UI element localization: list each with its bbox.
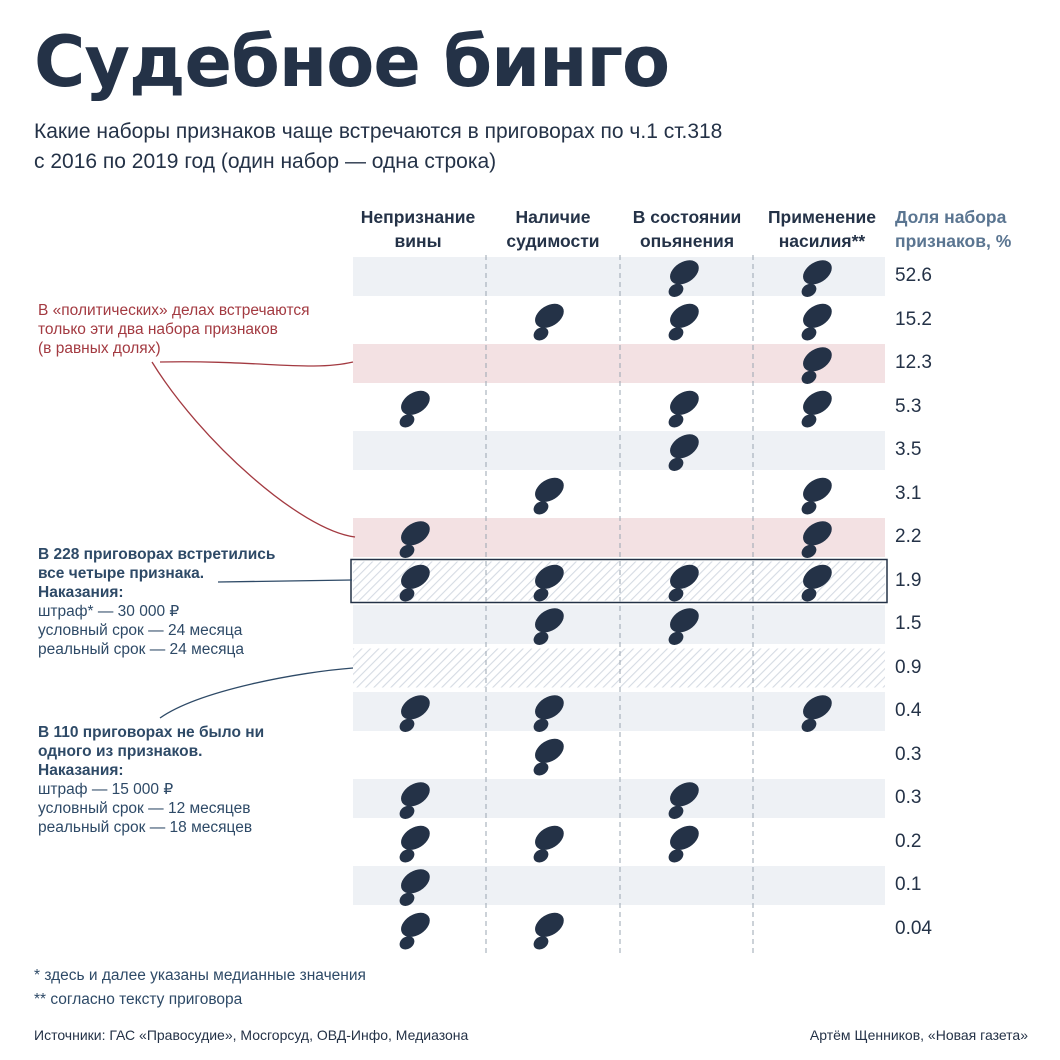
shoe-print-icon <box>791 298 840 344</box>
subtitle: Какие наборы признаков чаще встречаются … <box>34 117 934 177</box>
row-band <box>353 605 885 644</box>
share-value: 3.5 <box>895 439 922 460</box>
share-header-line: признаков, % <box>895 231 1012 251</box>
annotation-line: штраф — 15 000 ₽ <box>38 781 174 798</box>
row-frame <box>350 558 888 604</box>
share-value: 3.1 <box>895 482 922 504</box>
share-value: 15.2 <box>895 308 932 330</box>
sources: Источники: ГАС «Правосудие», Мосгорсуд, … <box>34 1027 469 1043</box>
share-value: 0.2 <box>895 830 922 852</box>
annotation-line: штраф* — 30 000 ₽ <box>38 603 180 620</box>
annotation-line: только эти два набора признаков <box>38 321 278 338</box>
shoe-print-icon <box>658 385 707 431</box>
shoe-print-icon <box>523 820 572 866</box>
share-value: 0.3 <box>895 743 922 765</box>
column-header-line: Применение <box>767 207 877 227</box>
column-header-intoxication: В состоянии опьянения <box>617 205 757 253</box>
share-value: 0.1 <box>895 874 922 895</box>
shoe-print-icon <box>389 820 438 866</box>
share-value: 2.2 <box>895 526 922 547</box>
annotation-line: реальный срок — 18 месяцев <box>38 819 253 836</box>
shoe-print-icon <box>658 298 707 344</box>
connector-political-2 <box>151 361 356 538</box>
share-value: 0.04 <box>895 917 932 939</box>
page-title: Судебное бинго <box>34 21 670 103</box>
annotation-line: Наказания: <box>38 584 124 601</box>
row-band <box>353 779 885 818</box>
shoe-print-icon <box>523 733 572 779</box>
connector-none <box>159 667 354 719</box>
subtitle-line: Какие наборы признаков чаще встречаются … <box>34 120 723 143</box>
share-value: 1.9 <box>895 569 922 591</box>
share-column-header: Доля набора признаков, % <box>895 205 1055 253</box>
row-band <box>353 561 885 601</box>
column-header-guilt-denial: Непризнание вины <box>348 205 488 253</box>
row-band <box>353 431 885 470</box>
row-band <box>353 344 885 383</box>
annotation-all-four: В 228 приговорах встретились все четыре … <box>38 545 275 659</box>
annotation-political: В «политических» делах встречаются тольк… <box>38 301 310 358</box>
annotation-line: (в равных долях) <box>38 340 161 357</box>
annotation-line: все четыре признака. <box>38 565 205 582</box>
annotation-line: Наказания: <box>38 762 124 779</box>
shoe-print-icon <box>389 907 438 953</box>
author-credit: Артём Щенников, «Новая газета» <box>809 1027 1028 1043</box>
shoe-print-icon <box>658 820 707 866</box>
row-band <box>353 648 885 688</box>
column-header-line: Наличие <box>515 207 591 227</box>
annotation-line: условный срок — 12 месяцев <box>38 800 251 817</box>
subtitle-line: с 2016 по 2019 год (один набор — одна ст… <box>34 150 497 173</box>
shoe-print-icon <box>791 472 840 518</box>
share-value: 52.6 <box>895 265 932 286</box>
share-value: 1.5 <box>895 613 922 634</box>
share-value: 12.3 <box>895 352 932 373</box>
column-header-prior-conviction: Наличие судимости <box>483 205 623 253</box>
annotation-none: В 110 приговорах не было ни одного из пр… <box>38 723 264 837</box>
annotation-line: реальный срок — 24 месяца <box>38 641 244 658</box>
column-header-line: Непризнание <box>360 207 476 227</box>
footnote-verdict-text: ** согласно тексту приговора <box>34 991 243 1008</box>
shoe-print-icon <box>523 907 572 953</box>
share-value: 0.4 <box>895 700 922 721</box>
share-value: 5.3 <box>895 395 922 417</box>
connector-political-1 <box>159 361 354 367</box>
row-band <box>353 866 885 905</box>
row-band <box>353 257 885 296</box>
share-value: 0.3 <box>895 787 922 808</box>
column-header-line: насилия** <box>778 231 866 251</box>
column-header-line: судимости <box>506 231 600 251</box>
row-band <box>353 692 885 731</box>
column-header-line: вины <box>394 231 442 251</box>
annotation-line: В 110 приговорах не было ни <box>38 724 265 741</box>
connector-all-four <box>217 579 353 583</box>
shoe-print-icon <box>389 385 438 431</box>
share-header-line: Доля набора <box>895 207 1007 227</box>
shoe-print-icon <box>523 472 572 518</box>
annotation-line: условный срок — 24 месяца <box>38 622 243 639</box>
shoe-print-icon <box>791 385 840 431</box>
column-header-line: В состоянии <box>632 207 742 227</box>
column-header-violence: Применение насилия** <box>752 205 892 253</box>
annotation-line: одного из признаков. <box>38 743 203 760</box>
column-header-line: опьянения <box>639 231 735 251</box>
annotation-line: В «политических» делах встречаются <box>38 302 310 319</box>
footnote-median: * здесь и далее указаны медианные значен… <box>34 967 366 984</box>
row-band <box>353 518 885 557</box>
share-value: 0.9 <box>895 656 922 678</box>
shoe-print-icon <box>523 298 572 344</box>
annotation-line: В 228 приговорах встретились <box>38 546 276 563</box>
